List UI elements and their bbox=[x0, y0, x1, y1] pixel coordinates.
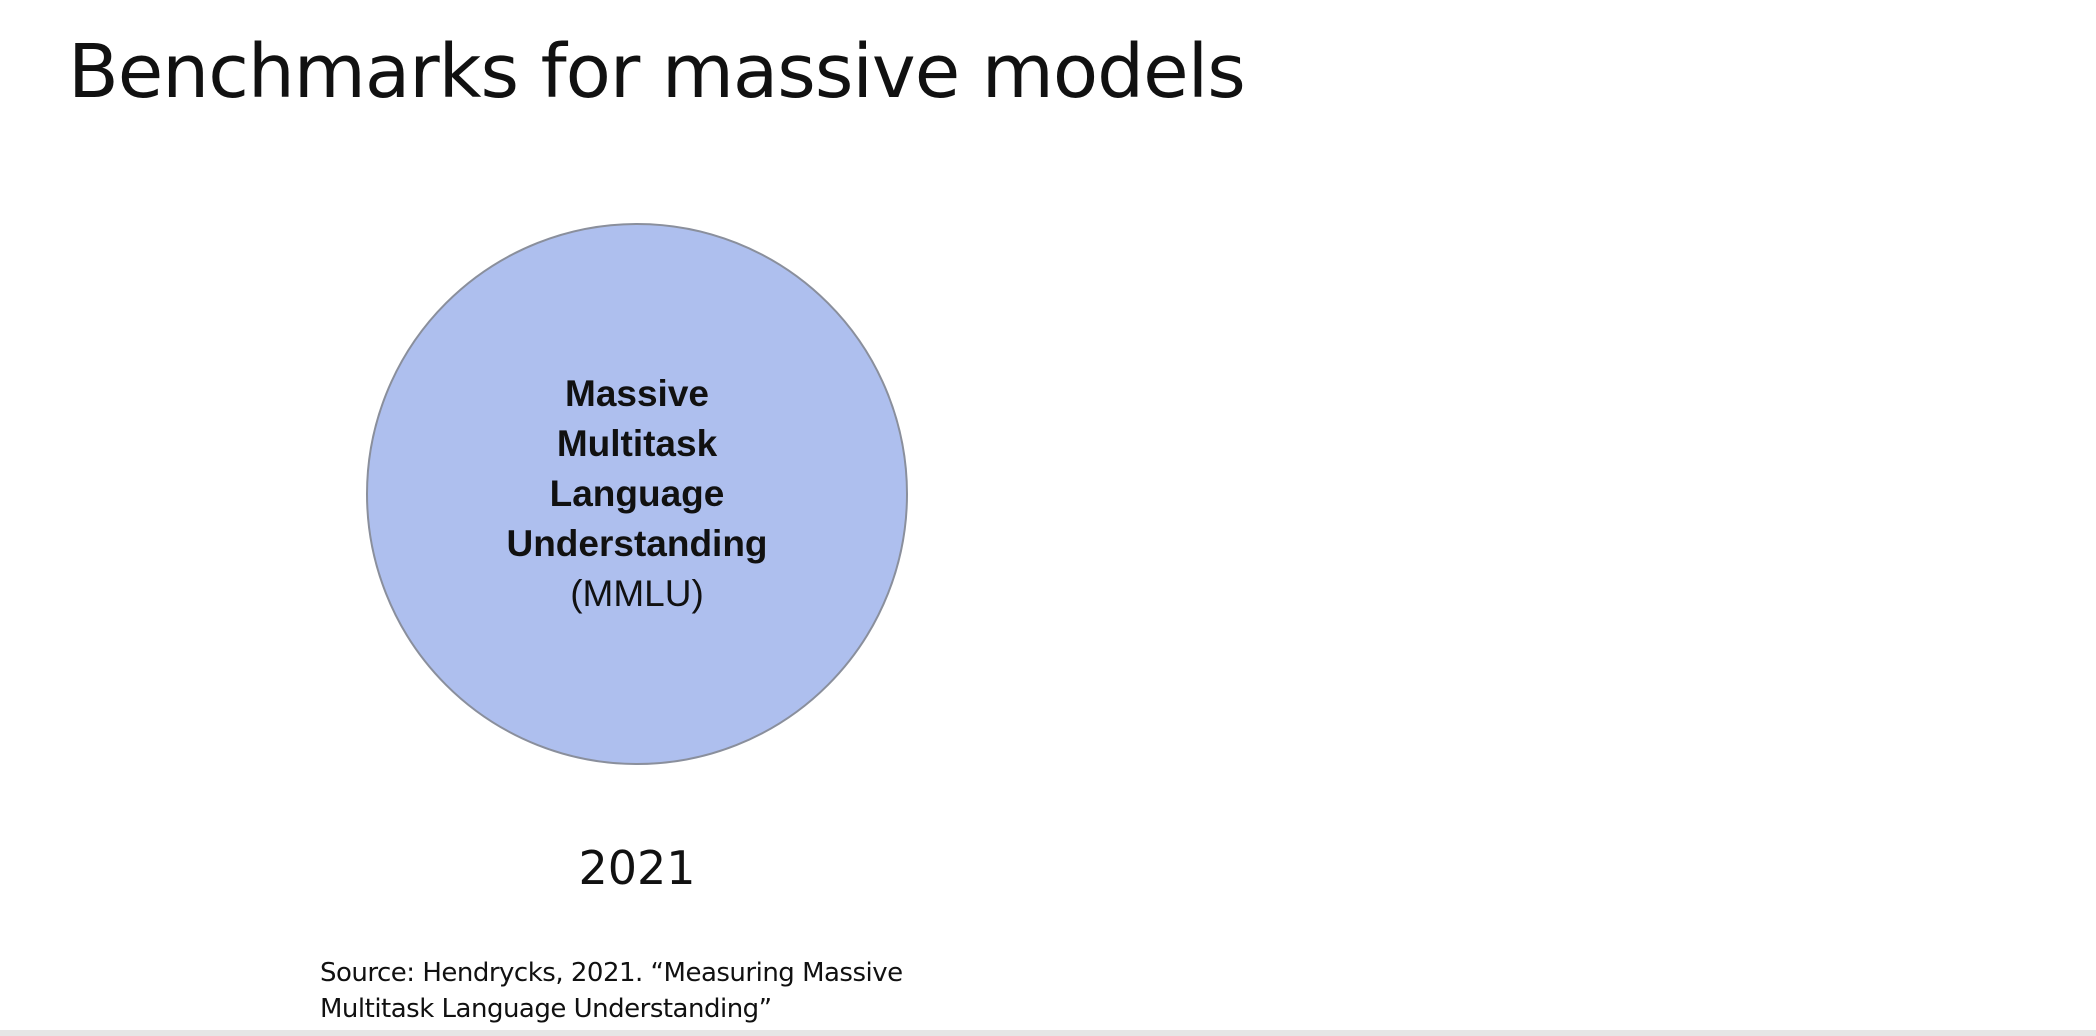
circle-label-line-2: Multitask bbox=[556, 423, 718, 464]
source-citation-line-2: Multitask Language Understanding” bbox=[320, 994, 772, 1024]
source-citation-line-1: Source: Hendrycks, 2021. “Measuring Mass… bbox=[320, 958, 903, 988]
source-citation: Source: Hendrycks, 2021. “Measuring Mass… bbox=[320, 955, 903, 1027]
year-label: 2021 bbox=[578, 841, 696, 895]
circle-label-line-3: Language bbox=[549, 473, 725, 514]
circle-label-line-1: Massive bbox=[565, 373, 709, 414]
mmlu-benchmark-circle: Massive Multitask Language Understanding… bbox=[366, 223, 908, 765]
circle-abbreviation: (MMLU) bbox=[570, 573, 704, 614]
slide-title: Benchmarks for massive models bbox=[68, 29, 1246, 115]
bottom-divider bbox=[0, 1030, 2096, 1036]
circle-label-line-4: Understanding bbox=[506, 523, 768, 564]
